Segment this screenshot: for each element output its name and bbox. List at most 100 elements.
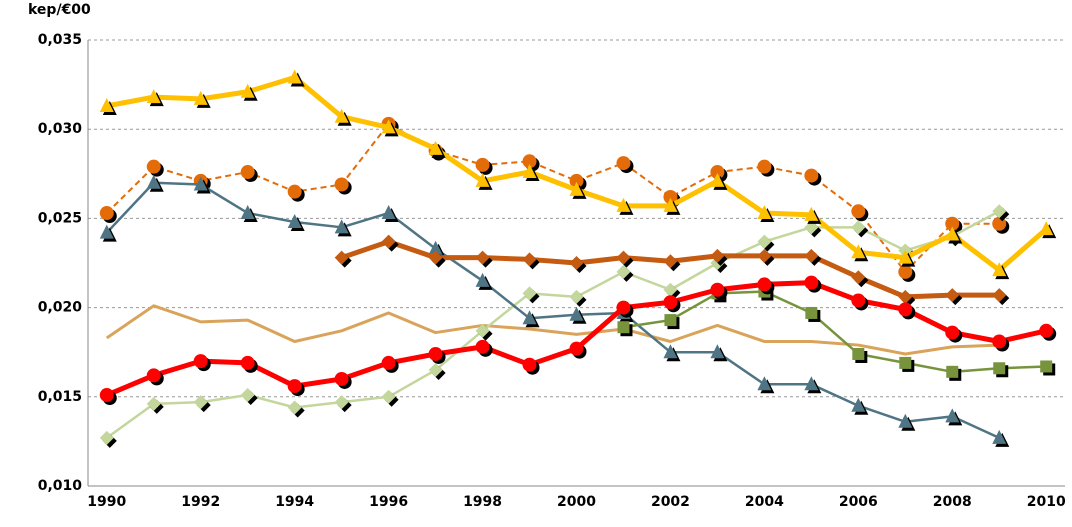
data-point <box>663 254 681 272</box>
x-tick-label: 2008 <box>933 494 972 510</box>
data-point <box>334 219 352 237</box>
data-point <box>334 395 352 413</box>
marker-shape <box>99 388 114 403</box>
marker-shape <box>287 379 302 394</box>
data-point <box>287 69 305 87</box>
marker-shape <box>287 213 302 228</box>
data-point <box>334 371 352 389</box>
x-tick-label: 2004 <box>745 494 784 510</box>
data-point <box>146 396 164 414</box>
marker-shape <box>898 302 913 317</box>
marker-shape <box>710 344 725 359</box>
marker-shape <box>99 98 114 113</box>
data-point <box>710 172 728 190</box>
marker-shape <box>804 275 819 290</box>
data-point <box>616 197 634 215</box>
data-point <box>852 347 868 363</box>
marker-shape <box>522 310 537 325</box>
marker-shape <box>381 389 396 404</box>
marker-shape <box>428 240 443 255</box>
data-point <box>664 314 680 330</box>
data-point <box>616 264 634 282</box>
data-point <box>287 379 305 397</box>
y-tick-label: 0,035 <box>38 32 82 48</box>
marker-shape <box>946 365 959 378</box>
marker-shape <box>381 205 396 220</box>
x-tick-label: 1992 <box>181 494 220 510</box>
marker-shape <box>757 234 772 249</box>
data-point <box>851 397 869 415</box>
data-point <box>287 184 305 202</box>
data-point <box>146 159 164 177</box>
marker-shape <box>334 371 349 386</box>
data-point <box>992 429 1010 447</box>
marker-shape <box>240 165 255 180</box>
marker-shape <box>710 248 725 263</box>
marker-shape <box>334 108 349 123</box>
data-point <box>381 389 399 407</box>
marker-shape <box>757 248 772 263</box>
data-point <box>804 275 822 293</box>
data-point <box>240 83 258 101</box>
marker-shape <box>993 362 1006 375</box>
marker-shape <box>475 339 490 354</box>
marker-shape <box>287 400 302 415</box>
marker-shape <box>569 341 584 356</box>
data-point <box>992 262 1010 280</box>
marker-shape <box>945 288 960 303</box>
data-point <box>617 321 633 337</box>
marker-shape <box>146 89 161 104</box>
marker-shape <box>381 234 396 249</box>
marker-shape <box>757 277 772 292</box>
marker-shape <box>569 306 584 321</box>
data-point <box>993 362 1009 378</box>
marker-shape <box>428 140 443 155</box>
marker-shape <box>287 69 302 84</box>
data-point <box>240 388 258 406</box>
marker-shape <box>193 176 208 191</box>
marker-shape <box>475 157 490 172</box>
data-point <box>663 344 681 362</box>
marker-shape <box>851 293 866 308</box>
data-point <box>851 244 869 262</box>
marker-shape <box>898 264 913 279</box>
data-point <box>945 325 963 343</box>
marker-shape <box>99 224 114 239</box>
marker-shape <box>475 272 490 287</box>
data-point <box>710 248 728 266</box>
marker-shape <box>851 270 866 285</box>
data-point <box>99 430 117 448</box>
marker-shape <box>240 205 255 220</box>
x-tick-label: 1998 <box>463 494 502 510</box>
data-point <box>428 363 446 381</box>
marker-shape <box>992 204 1007 219</box>
x-tick-label: 2010 <box>1027 494 1066 510</box>
marker-shape <box>757 159 772 174</box>
data-point <box>146 368 164 386</box>
data-point <box>475 250 493 268</box>
data-point <box>851 293 869 311</box>
marker-shape <box>193 354 208 369</box>
marker-shape <box>710 165 725 180</box>
marker-shape <box>992 429 1007 444</box>
data-point <box>569 289 587 307</box>
marker-shape <box>428 363 443 378</box>
data-point <box>193 90 211 108</box>
marker-shape <box>240 355 255 370</box>
data-point <box>851 204 869 222</box>
y-tick-label: 0,025 <box>38 210 82 226</box>
marker-shape <box>522 252 537 267</box>
marker-shape <box>851 244 866 259</box>
marker-shape <box>992 262 1007 277</box>
data-point <box>757 234 775 252</box>
marker-shape <box>381 355 396 370</box>
data-point <box>851 270 869 288</box>
x-tick-label: 1996 <box>369 494 408 510</box>
marker-shape <box>805 306 818 319</box>
data-point <box>381 355 399 373</box>
data-point <box>334 177 352 195</box>
marker-shape <box>569 173 584 188</box>
data-point <box>146 174 164 192</box>
data-point <box>99 388 117 406</box>
data-point <box>898 249 916 267</box>
